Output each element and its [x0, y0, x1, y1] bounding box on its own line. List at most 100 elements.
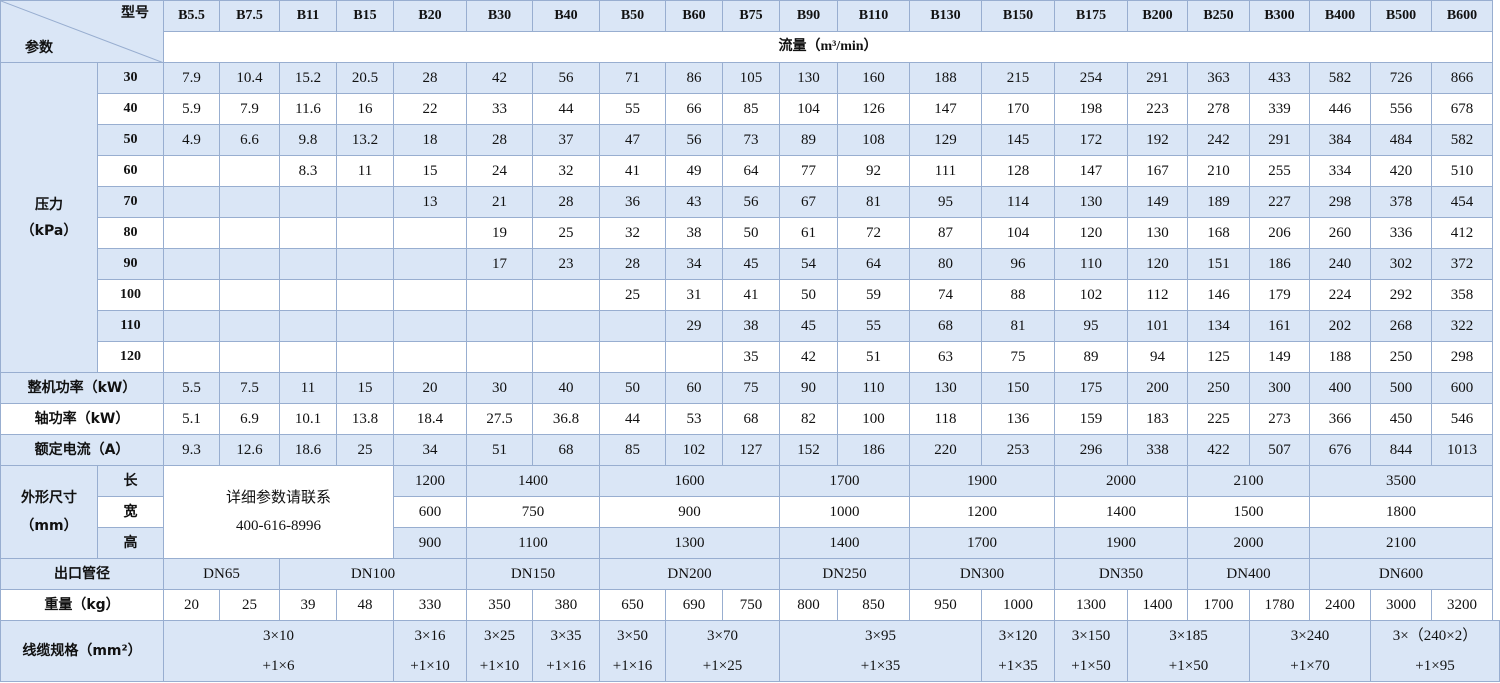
flow-cell: 336 — [1370, 217, 1432, 249]
flow-cell: 45 — [779, 310, 838, 342]
current-row-cell: 296 — [1054, 434, 1128, 466]
flow-cell: 31 — [665, 279, 723, 311]
weight-cell: 2400 — [1309, 589, 1371, 621]
pressure-value: 80 — [97, 217, 164, 249]
flow-cell: 25 — [599, 279, 666, 311]
cable-label: 线缆规格（mm²） — [0, 620, 164, 682]
shaft-row-cell: 546 — [1431, 403, 1493, 435]
flow-cell: 111 — [909, 155, 982, 187]
weight-cell: 48 — [336, 589, 394, 621]
dims-cell: 2100 — [1187, 465, 1310, 497]
header-corner: 型号 参数 — [0, 0, 164, 63]
flow-cell: 130 — [1127, 217, 1188, 249]
shaft-row-cell: 6.9 — [219, 403, 280, 435]
shaft-row-cell: 450 — [1370, 403, 1432, 435]
power-row-cell: 90 — [779, 372, 838, 404]
table-row: 外形尺寸 （mm）长详细参数请联系 400-616-8996 1200 1400 1600… — [0, 465, 1500, 559]
flow-cell: 80 — [909, 248, 982, 280]
current-row-cell: 68 — [532, 434, 600, 466]
shaft-row-cell: 5.1 — [163, 403, 220, 435]
flow-cell: 149 — [1249, 341, 1310, 373]
flow-cell: 9.8 — [279, 124, 337, 156]
flow-cell — [163, 155, 220, 187]
flow-cell: 160 — [837, 62, 910, 94]
current-row-cell: 18.6 — [279, 434, 337, 466]
table-row: 80 19 25 32 38 50 61 72 87 104 120 130 168 206 260 336 4… — [0, 217, 1500, 249]
weight-cell: 950 — [909, 589, 982, 621]
shaft-row-cell: 118 — [909, 403, 982, 435]
flow-cell: 55 — [599, 93, 666, 125]
model-header: B30 — [466, 0, 533, 32]
flow-cell: 17 — [466, 248, 533, 280]
flow-cell: 145 — [981, 124, 1055, 156]
flow-cell — [219, 279, 280, 311]
corner-label-param: 参数 — [25, 41, 53, 56]
flow-cell: 454 — [1431, 186, 1493, 218]
table-row: 压力 （kPa） 30 7.9 10.4 15.2 20.5 28 42 56 71 86 105 130… — [0, 62, 1500, 373]
power-row-cell: 7.5 — [219, 372, 280, 404]
flow-cell: 89 — [1054, 341, 1128, 373]
flow-cell — [219, 341, 280, 373]
table-row: 120 35 42 51 63 75 89 94 125 149 188 250 298 — [0, 341, 1500, 373]
flow-cell: 101 — [1127, 310, 1188, 342]
dims-cell: 1800 — [1309, 496, 1493, 528]
flow-cell: 8.3 — [279, 155, 337, 187]
flow-cell: 50 — [779, 279, 838, 311]
flow-cell: 15 — [393, 155, 467, 187]
power-row-cell: 500 — [1370, 372, 1432, 404]
weight-cell: 350 — [466, 589, 533, 621]
current-row-label: 额定电流（A） — [0, 434, 164, 466]
flow-cell — [393, 217, 467, 249]
flow-cell: 43 — [665, 186, 723, 218]
flow-cell: 104 — [779, 93, 838, 125]
dims-cell: 600 — [393, 496, 467, 528]
flow-cell — [532, 341, 600, 373]
flow-cell: 129 — [909, 124, 982, 156]
weight-cell: 39 — [279, 589, 337, 621]
power-row-cell: 400 — [1309, 372, 1371, 404]
flow-cell: 202 — [1309, 310, 1371, 342]
flow-cell: 56 — [532, 62, 600, 94]
dims-cell: 1700 — [909, 527, 1055, 559]
flow-cell — [279, 341, 337, 373]
flow-cell: 38 — [722, 310, 780, 342]
flow-cell: 13 — [393, 186, 467, 218]
model-header: B50 — [599, 0, 666, 32]
flow-cell: 63 — [909, 341, 982, 373]
shaft-row-cell: 273 — [1249, 403, 1310, 435]
flow-cell: 223 — [1127, 93, 1188, 125]
flow-cell: 147 — [1054, 155, 1128, 187]
dims-cell: 1400 — [779, 527, 910, 559]
current-row-cell: 220 — [909, 434, 982, 466]
shaft-row-cell: 183 — [1127, 403, 1188, 435]
flow-cell: 146 — [1187, 279, 1250, 311]
flow-cell: 291 — [1127, 62, 1188, 94]
flow-cell: 242 — [1187, 124, 1250, 156]
flow-cell: 81 — [837, 186, 910, 218]
power-row-cell: 40 — [532, 372, 600, 404]
current-row-cell: 25 — [336, 434, 394, 466]
shaft-row-cell: 18.4 — [393, 403, 467, 435]
flow-cell: 64 — [837, 248, 910, 280]
flow-cell: 28 — [532, 186, 600, 218]
shaft-row-cell: 82 — [779, 403, 838, 435]
flow-cell: 55 — [837, 310, 910, 342]
flow-cell: 92 — [837, 155, 910, 187]
pressure-value: 30 — [97, 62, 164, 94]
table-row: 90 17 23 28 34 45 54 64 80 96 110 120 151 186 240 302 37… — [0, 248, 1500, 280]
dims-name: 长 — [97, 465, 164, 497]
current-row-cell: 152 — [779, 434, 838, 466]
flow-cell — [219, 155, 280, 187]
flow-cell — [599, 310, 666, 342]
flow-cell: 44 — [532, 93, 600, 125]
table-row: 100 25 31 41 50 59 74 88 102 112 146 179 224 292 358 — [0, 279, 1500, 311]
current-row-cell: 844 — [1370, 434, 1432, 466]
flow-cell: 120 — [1054, 217, 1128, 249]
dims-cell: 1600 — [599, 465, 780, 497]
current-row-cell: 34 — [393, 434, 467, 466]
dims-contact: 详细参数请联系 400-616-8996 — [163, 465, 394, 559]
cable-cell: 3×185 +1×50 — [1127, 620, 1250, 682]
flow-cell: 35 — [722, 341, 780, 373]
flow-cell: 47 — [599, 124, 666, 156]
flow-cell: 130 — [779, 62, 838, 94]
